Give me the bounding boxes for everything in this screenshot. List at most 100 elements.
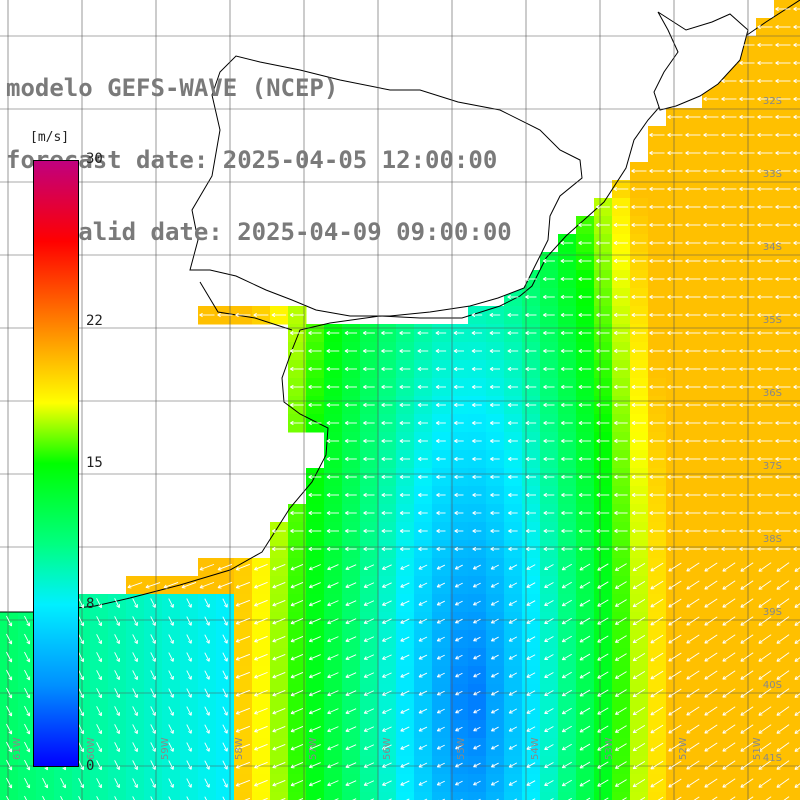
wind-arrow [345, 654, 357, 661]
wind-arrow [685, 348, 701, 354]
wind-arrow [525, 276, 537, 282]
wind-arrow [345, 546, 357, 552]
wind-arrow [704, 652, 718, 662]
wind-arrow [722, 688, 736, 698]
wind-arrow [685, 186, 701, 192]
wind-arrow [454, 456, 464, 462]
wind-arrow [290, 366, 304, 372]
wind-arrow [668, 616, 682, 626]
wind-arrow [531, 798, 536, 800]
wind-arrow [775, 114, 791, 120]
wind-arrow [526, 618, 536, 624]
wind-arrow [326, 402, 340, 408]
wind-arrow [507, 402, 519, 408]
wind-arrow [363, 402, 375, 408]
wind-arrow [272, 653, 286, 661]
wind-arrow [703, 240, 719, 246]
wind-arrow [222, 760, 228, 770]
wind-arrow [757, 222, 773, 228]
wind-arrow [703, 222, 719, 228]
wind-arrow [490, 528, 500, 534]
wind-arrow [667, 312, 683, 318]
wind-arrow [525, 312, 537, 318]
wind-arrow [362, 330, 375, 336]
wind-arrow [308, 330, 322, 336]
wind-arrow [757, 240, 773, 246]
wind-arrow [793, 258, 800, 264]
wind-arrow [436, 780, 445, 786]
wind-arrow [794, 639, 800, 644]
wind-arrow [739, 222, 755, 228]
wind-arrow [289, 312, 304, 318]
wind-arrow [544, 600, 554, 606]
wind-arrow [560, 276, 574, 282]
wind-arrow [632, 616, 646, 626]
wind-arrow [740, 706, 754, 716]
wind-arrow [204, 616, 210, 626]
wind-arrow [290, 618, 304, 625]
wind-arrow [525, 474, 537, 480]
wind-arrow [96, 670, 102, 681]
wind-arrow [649, 240, 665, 246]
wind-arrow [78, 616, 84, 627]
wind-arrow [382, 690, 392, 696]
wind-arrow [614, 474, 628, 480]
wind-arrow [721, 222, 737, 228]
wind-arrow [272, 617, 286, 625]
wind-arrow [507, 348, 519, 354]
wind-arrow [560, 294, 574, 300]
wind-arrow [271, 546, 286, 552]
wind-arrow [186, 670, 192, 680]
wind-arrow [491, 672, 499, 678]
wind-arrow [417, 330, 429, 336]
wind-arrow [631, 366, 647, 372]
wind-arrow [491, 726, 499, 732]
wind-arrow [508, 690, 518, 696]
wind-arrow [345, 690, 357, 697]
wind-arrow [794, 693, 800, 698]
wind-arrow [150, 670, 156, 680]
wind-arrow [327, 672, 339, 679]
wind-arrow [597, 671, 609, 679]
wind-arrow [613, 366, 628, 372]
wind-arrow [132, 778, 138, 788]
wind-arrow [740, 742, 754, 752]
wind-arrow [657, 796, 664, 800]
wind-arrow [489, 348, 501, 354]
wind-arrow [507, 312, 519, 318]
wind-arrow [490, 654, 499, 660]
wind-arrow [597, 761, 609, 769]
wind-arrow [739, 42, 755, 48]
wind-arrow [685, 402, 701, 408]
wind-arrow [685, 330, 701, 336]
latitude-label: 39S [763, 607, 782, 618]
wind-arrow [290, 654, 304, 661]
wind-cell [630, 792, 649, 800]
wind-arrow [400, 564, 410, 570]
wind-arrow [24, 687, 31, 699]
wind-arrow [418, 636, 428, 642]
wind-arrow [757, 132, 773, 138]
colorbar-tick-label: 22 [86, 312, 103, 329]
wind-arrow [631, 348, 647, 354]
wind-arrow [526, 600, 536, 606]
wind-arrow [757, 510, 773, 516]
wind-arrow [96, 760, 102, 771]
wind-arrow [455, 654, 463, 660]
wind-arrow [794, 675, 800, 680]
wind-arrow [435, 348, 447, 354]
wind-arrow [542, 276, 555, 282]
wind-arrow [544, 780, 554, 786]
wind-arrow [578, 420, 592, 426]
wind-arrow [561, 492, 573, 498]
wind-arrow [244, 797, 251, 800]
wind-cell [648, 792, 667, 800]
wind-arrow [650, 742, 664, 752]
wind-arrow [168, 742, 174, 752]
wind-arrow [326, 384, 340, 390]
wind-arrow [721, 204, 737, 210]
wind-arrow [186, 688, 192, 698]
wind-arrow [739, 420, 755, 426]
longitude-label: 54W [530, 737, 541, 760]
